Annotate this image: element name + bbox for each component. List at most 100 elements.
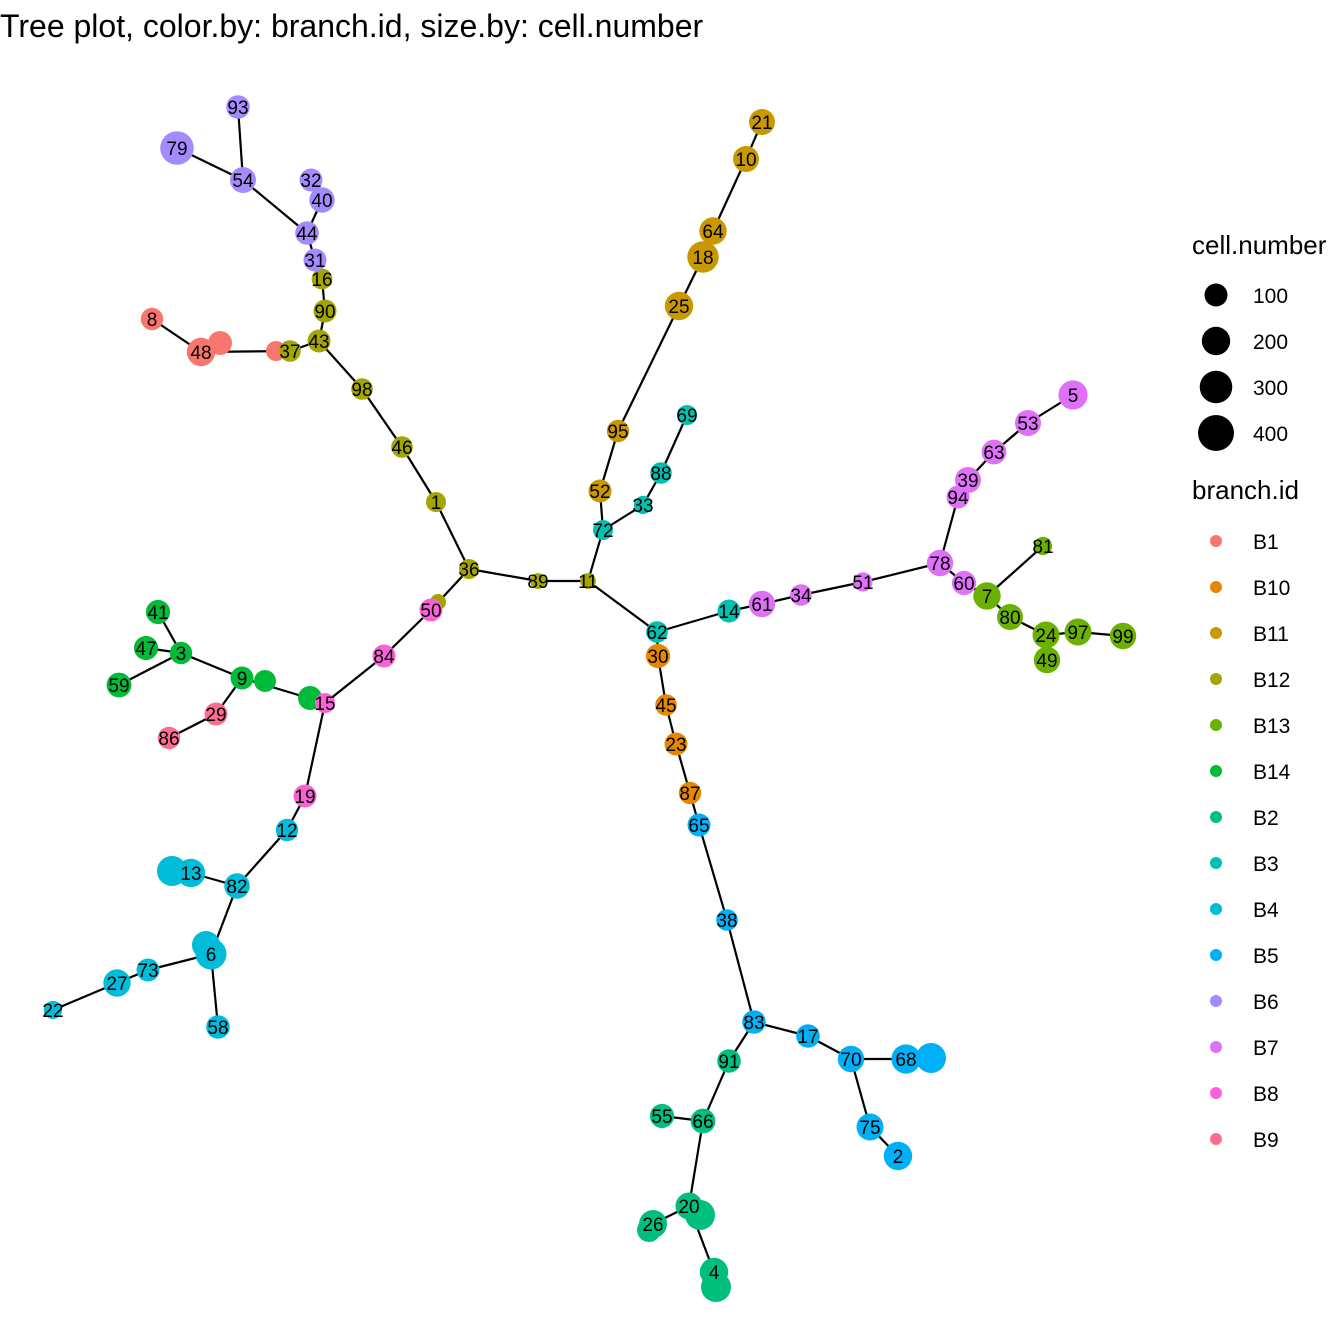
legend-color-key [1210,719,1222,731]
node-point [690,1108,716,1134]
node-label: 86 [158,729,179,750]
node-point [140,307,164,331]
node-point [649,1103,675,1129]
node-point [633,495,653,515]
node-label: 52 [589,482,610,503]
node-label: 90 [314,302,335,323]
node-label: 12 [276,821,297,842]
node-point [588,479,612,503]
extra-points-layer [157,331,946,1302]
legend-color-key [1210,949,1222,961]
node-point [186,337,216,367]
node-label: 45 [655,696,676,717]
plot-title: Tree plot, color.by: branch.id, size.by:… [0,8,704,44]
node-label: 5 [1068,386,1079,407]
node-point [664,291,694,321]
node-point [1033,536,1053,556]
node-point [790,584,812,606]
node-label: 97 [1067,623,1088,644]
node-label: 47 [135,639,156,660]
node-point [299,168,323,192]
node-point [43,1000,63,1020]
node-label: 91 [718,1052,739,1073]
node-label: 81 [1032,537,1053,558]
node-point [195,938,227,970]
node-point [311,268,333,290]
node-label: 79 [166,139,187,160]
edges-layer [52,106,1124,1273]
tree-edge [656,609,730,634]
node-point [748,590,776,618]
legend-color-key [1210,995,1222,1007]
node-point [206,1015,230,1039]
node-label: 62 [646,623,667,644]
legend-color-key [1210,765,1222,777]
node-point [530,573,546,589]
node-label: 51 [852,573,873,594]
tree-edge [361,388,403,448]
node-point [891,1044,921,1074]
node-label: 70 [840,1050,861,1071]
node-point [204,702,228,726]
node-label: 50 [420,601,441,622]
node-label: 2 [893,1147,904,1168]
node-point [226,95,250,119]
node-point [1033,646,1061,674]
node-point [309,187,335,213]
node-label: 20 [678,1197,699,1218]
node-label: 80 [999,608,1020,629]
node-point [973,582,1001,610]
legend-color-label: B10 [1253,577,1290,600]
node-label: 9 [237,669,248,690]
node-point [419,598,443,622]
node-label: 98 [351,380,372,401]
node-point [136,958,160,982]
node-label: 61 [751,595,772,616]
node-point [1015,410,1041,436]
tree-edge [725,919,756,1023]
node-label: 58 [207,1018,228,1039]
node-point [749,109,775,135]
legend-size-key [1199,370,1233,404]
node-label: 7 [982,587,993,608]
node-point [997,604,1023,630]
node-point [645,643,671,669]
node-point [655,694,677,716]
node-point [279,340,301,362]
node-label: 41 [147,603,168,624]
node-label: 29 [205,705,226,726]
node-label: 63 [983,443,1004,464]
node-point [176,858,206,888]
tree-edge [468,567,539,583]
node-point [951,570,977,596]
node-point [372,644,396,668]
node-point [687,813,711,837]
tree-edge [242,179,308,234]
legend-color-label: B8 [1253,1083,1279,1106]
node-label: 46 [391,438,412,459]
node-point [133,635,159,661]
node-label: 66 [692,1112,713,1133]
legend: cell.number 100 200 300 400 branch.id B1 B10 B11… [1192,230,1327,1152]
node-point [169,641,193,665]
node-label: 4 [709,1263,720,1284]
node-label: 44 [296,224,318,245]
tree-edge [324,655,385,704]
legend-color-label: B2 [1253,807,1279,830]
legend-color-label: B11 [1253,623,1289,646]
node-point [677,405,697,425]
legend-color-key [1210,581,1222,593]
node-point [103,969,131,997]
node-point [426,492,446,512]
node-point [313,299,337,323]
node-label: 34 [790,586,812,607]
node-point [157,726,181,750]
node-label: 72 [592,521,613,542]
legend-color-label: B13 [1253,715,1290,738]
node-point [981,439,1007,465]
node-label: 93 [227,98,248,119]
node-point [733,146,759,172]
node-label: 36 [458,560,479,581]
node-label: 84 [373,647,395,668]
